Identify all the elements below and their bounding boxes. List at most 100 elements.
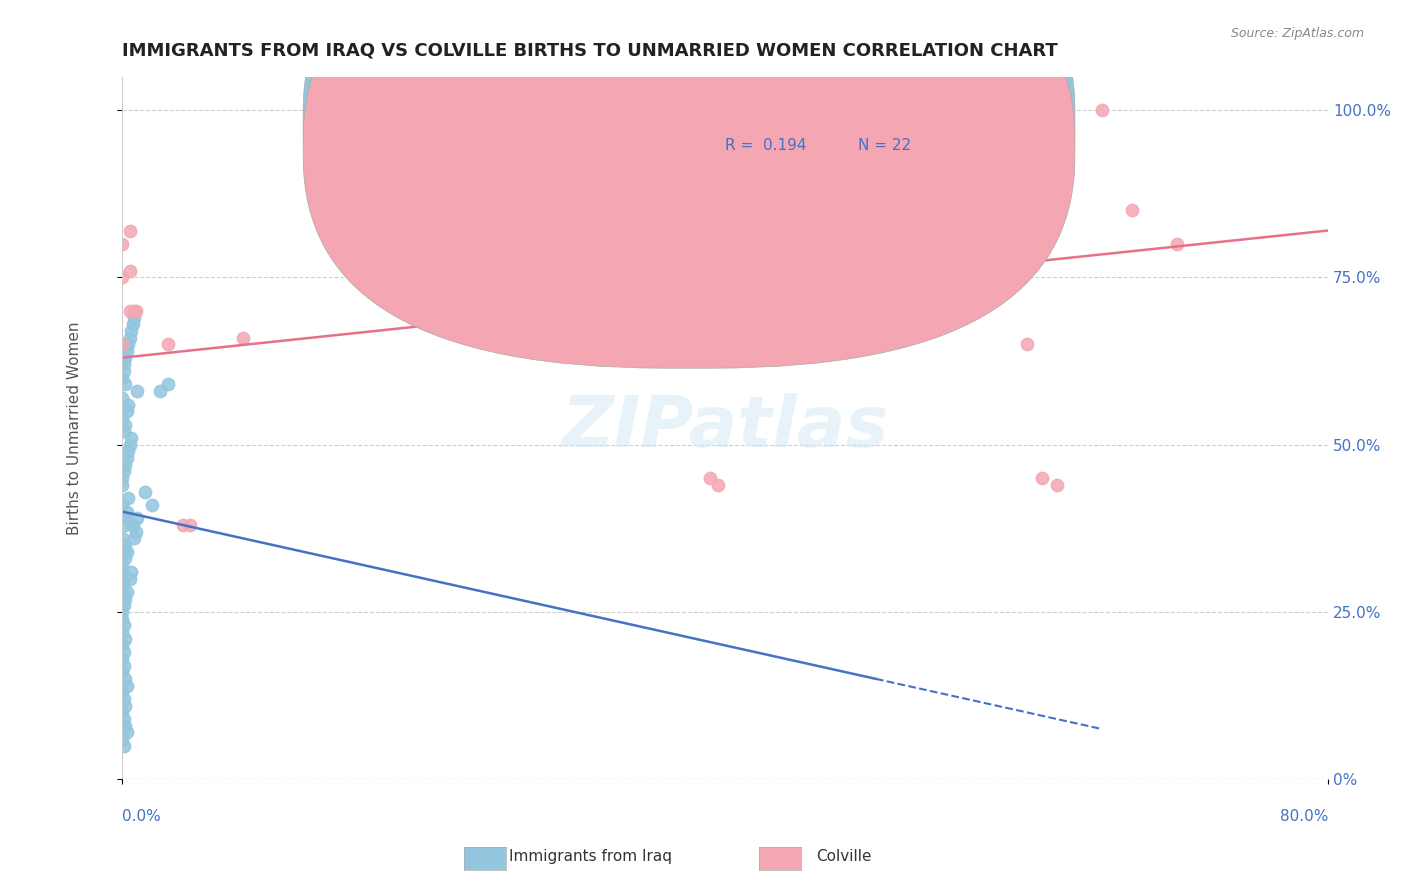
Point [172,518,194,533]
Point [114,591,136,606]
Point [118,572,141,586]
Point [1166,236,1188,251]
FancyBboxPatch shape [304,0,1076,368]
Point [120,324,142,338]
Point [115,585,138,599]
Text: Births to Unmarried Women: Births to Unmarried Women [66,321,82,534]
Point [112,739,135,753]
Point [117,337,139,351]
Text: R = -0.294: R = -0.294 [725,110,807,125]
Text: 80.0%: 80.0% [1279,809,1329,824]
Point [114,458,136,472]
Point [118,303,141,318]
Point [124,310,146,325]
Point [706,478,728,492]
Point [112,658,135,673]
Point [115,404,138,418]
Point [111,665,134,680]
Point [111,558,134,573]
Point [112,424,135,438]
Point [111,585,134,599]
Text: Immigrants from Iraq: Immigrants from Iraq [509,849,672,863]
Point [112,618,135,632]
Text: R =  0.194: R = 0.194 [725,138,807,153]
Point [179,518,201,533]
Point [112,692,135,706]
Point [111,391,134,405]
Point [156,377,179,392]
Point [1015,337,1038,351]
Point [114,719,136,733]
Point [111,732,134,747]
Text: 0.0%: 0.0% [122,809,162,824]
Point [114,351,136,365]
Point [124,532,146,546]
Point [111,236,134,251]
Point [578,303,600,318]
Point [1121,203,1143,218]
Text: ZIPatlas: ZIPatlas [561,393,889,462]
Point [111,538,134,552]
Point [115,505,138,519]
Point [112,364,135,378]
Point [111,612,134,626]
Text: Source: ZipAtlas.com: Source: ZipAtlas.com [1230,27,1364,40]
Point [122,317,145,331]
Point [114,672,136,686]
Point [111,532,134,546]
FancyBboxPatch shape [641,91,1002,175]
Point [114,632,136,646]
Point [124,303,146,318]
Point [112,712,135,726]
Point [111,625,134,640]
Point [564,303,586,318]
Point [115,679,138,693]
Point [125,524,148,539]
Point [111,706,134,720]
Point [127,511,149,525]
Point [112,645,135,659]
Point [117,491,139,506]
Point [114,698,136,713]
Point [112,357,135,371]
Point [111,478,134,492]
Point [122,518,145,533]
Point [232,330,254,344]
Point [141,498,163,512]
Point [1091,103,1114,117]
Point [114,538,136,552]
Point [699,471,721,485]
Point [114,377,136,392]
Point [111,605,134,619]
Point [114,551,136,566]
Point [112,599,135,613]
Point [118,223,141,237]
Point [114,518,136,533]
Point [1046,478,1069,492]
Point [1031,471,1053,485]
Point [111,578,134,592]
Point [115,545,138,559]
Point [112,465,135,479]
FancyBboxPatch shape [304,0,1076,340]
Point [125,303,148,318]
Point [120,431,142,445]
Text: N = 22: N = 22 [858,138,911,153]
Point [111,652,134,666]
Point [134,484,156,499]
Point [112,545,135,559]
Point [111,471,134,485]
Point [112,572,135,586]
Point [111,370,134,384]
Point [114,417,136,432]
Text: N = 76: N = 76 [858,110,911,125]
Point [111,410,134,425]
Point [117,444,139,458]
Text: Colville: Colville [815,849,872,863]
Text: IMMIGRANTS FROM IRAQ VS COLVILLE BIRTHS TO UNMARRIED WOMEN CORRELATION CHART: IMMIGRANTS FROM IRAQ VS COLVILLE BIRTHS … [122,42,1059,60]
Point [127,384,149,398]
Point [120,565,142,579]
Point [111,565,134,579]
Point [117,397,139,411]
Point [118,330,141,344]
